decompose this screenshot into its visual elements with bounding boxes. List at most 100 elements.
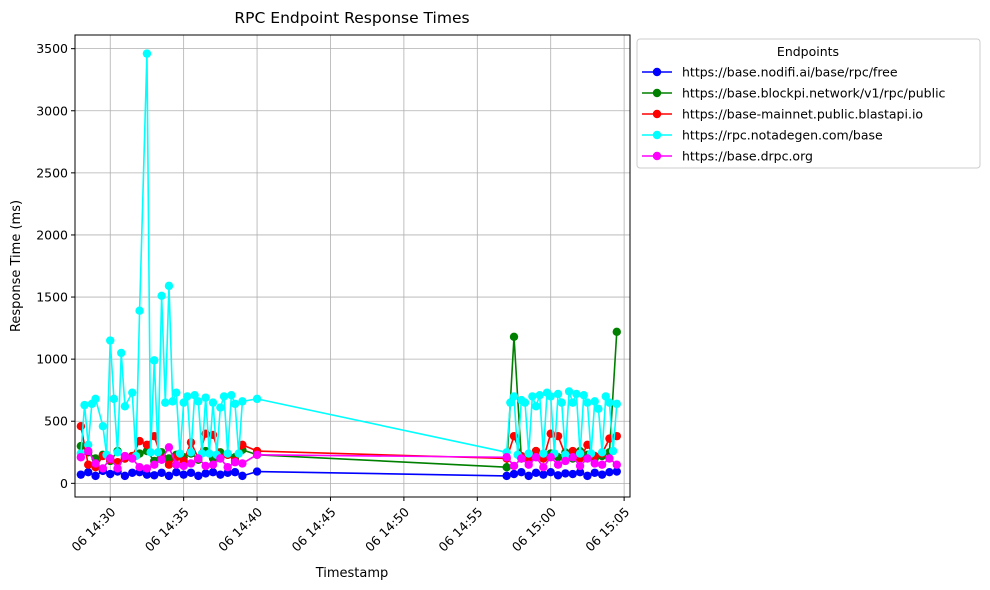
data-point	[561, 469, 570, 478]
data-point	[597, 448, 607, 457]
data-point	[84, 446, 93, 456]
data-point	[172, 388, 181, 397]
data-point	[252, 467, 262, 476]
data-point	[583, 454, 592, 463]
data-point	[528, 392, 537, 401]
data-point	[575, 467, 585, 477]
data-point	[539, 449, 548, 458]
y-tick-label: 2500	[36, 165, 68, 180]
plot-series	[76, 49, 621, 481]
y-tick-label: 1500	[36, 290, 68, 305]
data-point	[509, 392, 519, 401]
data-point	[150, 471, 159, 480]
data-point	[546, 453, 555, 462]
data-point	[230, 467, 240, 477]
data-point	[142, 440, 152, 450]
data-point	[186, 459, 196, 468]
data-point	[230, 458, 240, 467]
data-point	[135, 436, 144, 446]
data-point	[157, 468, 166, 477]
legend-title: Endpoints	[777, 44, 839, 59]
data-point	[531, 402, 541, 411]
legend-label: https://base-mainnet.public.blastapi.io	[682, 107, 923, 122]
data-point	[590, 459, 599, 468]
data-point	[106, 454, 115, 463]
y-tick-label: 0	[60, 476, 68, 491]
data-point	[561, 450, 570, 459]
data-point	[502, 453, 511, 462]
series-0	[76, 466, 621, 481]
data-point	[208, 460, 218, 469]
data-point	[208, 398, 218, 407]
data-point	[164, 471, 174, 481]
legend-label: https://base.drpc.org	[682, 149, 813, 164]
legend-marker	[652, 67, 662, 77]
data-point	[205, 449, 214, 458]
x-tick-label: 06 14:45	[289, 504, 339, 554]
data-point	[194, 454, 203, 463]
data-point	[524, 449, 533, 458]
legend-marker	[652, 109, 662, 119]
data-point	[238, 397, 247, 406]
data-point	[583, 471, 592, 481]
legend-marker	[652, 88, 662, 98]
data-point	[113, 464, 122, 473]
data-point	[227, 390, 236, 400]
legend-label: https://base.nodifi.ai/base/rpc/free	[682, 65, 898, 80]
data-point	[194, 397, 203, 406]
data-point	[142, 470, 152, 479]
y-axis: 0 500 1000 1500 2000 2500 3000 3500	[36, 41, 75, 491]
data-point	[553, 460, 563, 469]
data-point	[601, 392, 610, 401]
data-point	[605, 454, 614, 463]
data-point	[120, 402, 130, 411]
y-tick-label: 3500	[36, 41, 68, 56]
data-point	[535, 390, 544, 400]
data-point	[590, 468, 599, 477]
data-point	[150, 431, 159, 441]
data-point	[517, 454, 526, 463]
data-point	[553, 389, 563, 399]
x-tick-label: 06 15:05	[582, 504, 632, 554]
data-point	[597, 460, 607, 469]
y-tick-label: 3000	[36, 103, 68, 118]
data-point	[146, 448, 155, 457]
x-tick-label: 06 15:00	[509, 504, 559, 554]
data-point	[190, 390, 199, 400]
data-point	[509, 332, 519, 341]
data-point	[153, 448, 163, 457]
data-point	[157, 455, 166, 464]
data-point	[201, 469, 210, 478]
legend-marker	[652, 151, 662, 161]
data-point	[172, 460, 181, 469]
data-point	[583, 398, 592, 407]
data-point	[564, 387, 574, 396]
data-point	[597, 470, 607, 479]
data-point	[179, 470, 188, 479]
data-point	[186, 448, 196, 457]
data-point	[506, 398, 515, 407]
legend-marker	[652, 130, 662, 140]
data-point	[539, 470, 548, 479]
data-point	[135, 462, 144, 472]
y-tick-label: 1000	[36, 352, 68, 367]
data-point	[98, 422, 108, 431]
data-point	[91, 471, 100, 481]
data-point	[128, 454, 137, 463]
data-point	[201, 461, 210, 471]
data-point	[175, 449, 185, 458]
data-point	[531, 446, 541, 456]
y-tick-label: 2000	[36, 227, 68, 242]
data-point	[161, 398, 170, 407]
chart-title: RPC Endpoint Response Times	[234, 9, 469, 27]
legend-frame	[636, 38, 981, 169]
x-tick-label: 06 14:35	[142, 504, 192, 554]
data-point	[605, 467, 614, 477]
data-point	[201, 393, 210, 402]
data-point	[238, 471, 247, 481]
data-point	[539, 462, 548, 472]
data-point	[157, 291, 166, 301]
data-point	[568, 469, 577, 479]
data-point	[568, 453, 577, 462]
data-point	[120, 451, 130, 461]
